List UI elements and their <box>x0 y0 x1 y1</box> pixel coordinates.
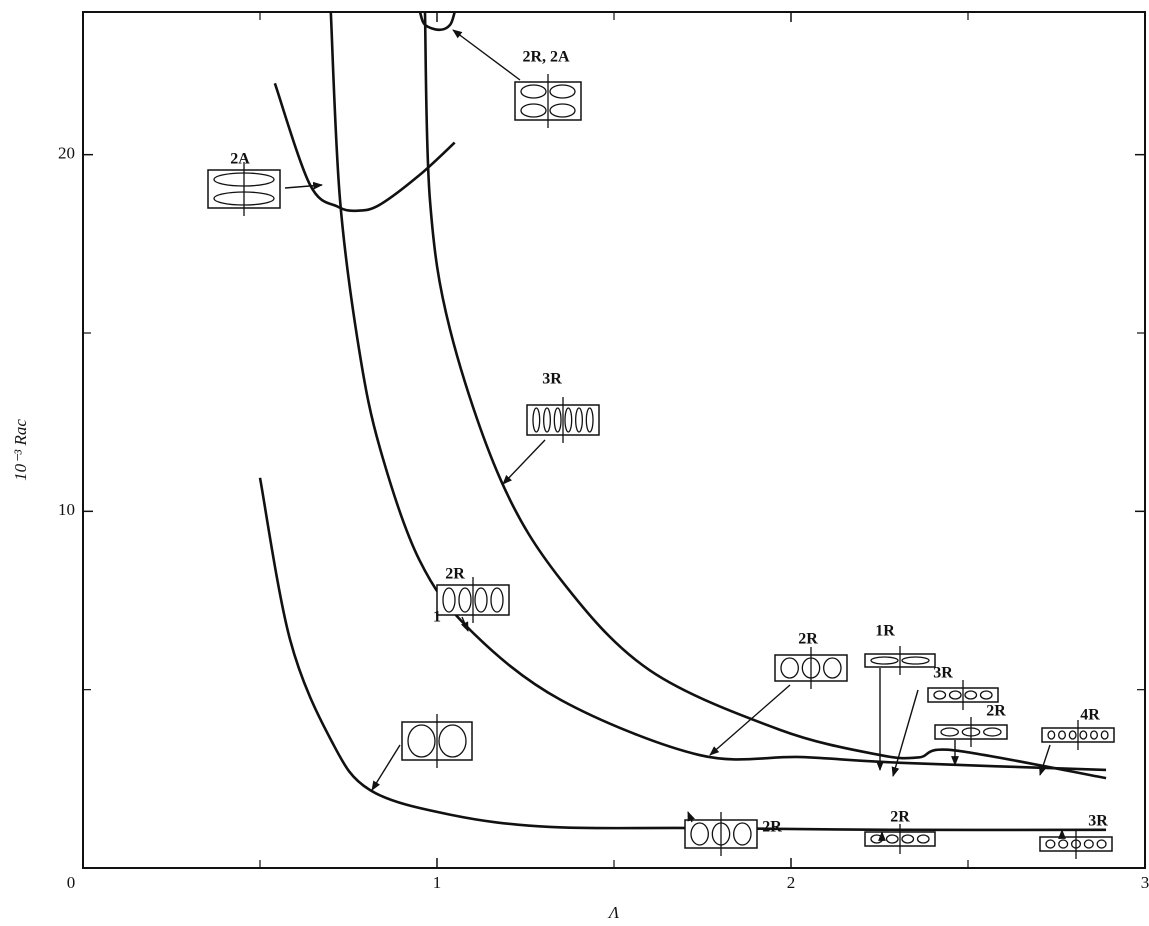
cell <box>961 727 981 737</box>
curve <box>273 82 456 213</box>
x-tick-label: 2 <box>787 873 796 892</box>
annotation: 2R, 2A <box>522 49 570 66</box>
arrow <box>891 689 919 777</box>
cell <box>543 407 551 433</box>
y-axis-label: 10⁻³ Rac <box>11 419 30 481</box>
cell <box>213 172 275 187</box>
annotation: 2R <box>762 819 782 836</box>
arrow <box>371 744 401 791</box>
cell <box>901 656 930 665</box>
cell <box>1068 730 1077 740</box>
curve <box>423 12 1107 780</box>
annotation: 3R <box>542 371 562 388</box>
arrow <box>460 616 469 632</box>
cell <box>407 724 436 758</box>
annotation: 4R <box>1080 707 1100 724</box>
cell <box>553 407 562 433</box>
cell <box>901 834 915 844</box>
arrow <box>1039 744 1051 776</box>
annotation: 2R <box>445 566 465 583</box>
cell <box>1070 839 1082 849</box>
cell <box>964 690 978 700</box>
cell <box>213 191 275 206</box>
curve <box>258 477 1107 832</box>
annotation: 2R <box>986 703 1006 720</box>
cell <box>1100 730 1109 740</box>
cell <box>1096 839 1107 849</box>
cell <box>711 822 731 846</box>
cell <box>564 407 573 433</box>
x-tick-label: 1 <box>433 873 442 892</box>
arrow <box>709 684 791 756</box>
cell <box>490 587 504 613</box>
cell <box>1045 839 1056 849</box>
annotation: 1R <box>875 623 895 640</box>
cell <box>1058 839 1069 849</box>
annotation: 2R <box>798 631 818 648</box>
y-tick-label: 10 <box>58 500 75 519</box>
annotation: 3R <box>1088 813 1108 830</box>
annotation: 3R <box>933 665 953 682</box>
cell <box>1079 730 1088 740</box>
arrow <box>687 811 695 823</box>
cell <box>1090 730 1098 740</box>
cell <box>442 587 456 613</box>
cell <box>585 407 594 433</box>
cell <box>458 587 472 613</box>
x-tick-label: 0 <box>67 873 76 892</box>
x-tick-label: 3 <box>1141 873 1149 892</box>
cell <box>801 657 821 679</box>
curve <box>329 12 1107 772</box>
annotation: 2A <box>230 151 250 168</box>
arrow <box>502 439 546 485</box>
cell <box>933 690 947 700</box>
cell <box>690 822 709 846</box>
cell <box>979 690 993 700</box>
cell <box>940 727 959 737</box>
cell <box>474 587 488 613</box>
curve <box>418 12 456 32</box>
cell <box>733 822 752 846</box>
x-axis-label: Λ <box>607 903 620 922</box>
cell <box>885 834 899 844</box>
cell <box>438 724 467 758</box>
cell <box>549 103 576 118</box>
cell <box>575 407 583 433</box>
cell <box>1058 730 1066 740</box>
cell <box>520 103 547 118</box>
cell <box>983 727 1002 737</box>
annotation: 1 <box>433 609 441 626</box>
arrow <box>452 29 521 81</box>
cell <box>1083 839 1094 849</box>
cell <box>823 657 842 679</box>
cell <box>948 690 962 700</box>
cell <box>1047 730 1056 740</box>
cell <box>549 84 576 99</box>
y-tick-label: 20 <box>58 144 75 163</box>
cell <box>532 407 541 433</box>
cell <box>780 657 799 679</box>
cell <box>520 84 547 99</box>
cell <box>870 656 899 665</box>
cell <box>916 834 930 844</box>
annotation: 2R <box>890 809 910 826</box>
arrow <box>284 181 323 190</box>
